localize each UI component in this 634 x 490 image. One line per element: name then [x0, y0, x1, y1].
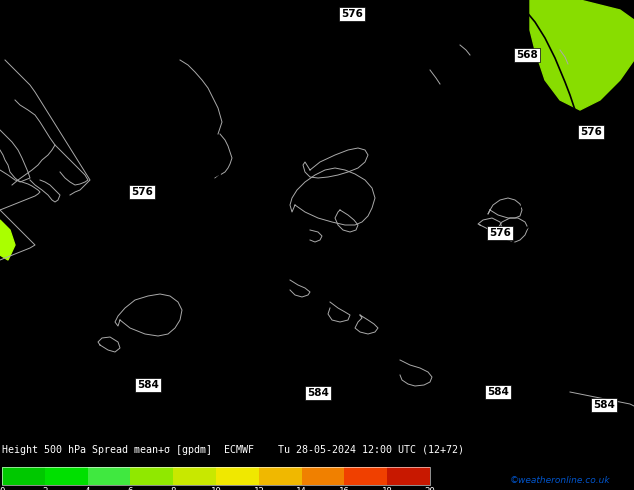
Text: Height 500 hPa Spread mean+σ [gpdm]  ECMWF    Tu 28-05-2024 12:00 UTC (12+72): Height 500 hPa Spread mean+σ [gpdm] ECMW…: [2, 445, 464, 455]
Bar: [259, 467, 302, 485]
Bar: [173, 467, 216, 485]
Text: 8: 8: [171, 487, 176, 490]
Bar: [131, 467, 173, 485]
Text: 568: 568: [516, 50, 538, 60]
Polygon shape: [0, 220, 15, 260]
Text: 10: 10: [210, 487, 221, 490]
Bar: [302, 467, 344, 485]
Text: 2: 2: [42, 487, 48, 490]
Text: 16: 16: [339, 487, 350, 490]
Text: 576: 576: [341, 9, 363, 19]
Bar: [87, 467, 131, 485]
Text: 584: 584: [137, 380, 159, 390]
Bar: [387, 467, 430, 485]
Bar: [2, 467, 45, 485]
Text: 14: 14: [296, 487, 307, 490]
Text: 6: 6: [127, 487, 133, 490]
Text: 584: 584: [487, 387, 509, 397]
Text: 0: 0: [0, 487, 4, 490]
Text: ©weatheronline.co.uk: ©weatheronline.co.uk: [510, 475, 611, 485]
Text: 576: 576: [489, 228, 511, 238]
Text: 20: 20: [425, 487, 436, 490]
Bar: [2, 467, 430, 485]
Polygon shape: [530, 0, 634, 110]
Text: 4: 4: [85, 487, 90, 490]
Text: 584: 584: [307, 388, 329, 398]
Text: 576: 576: [580, 127, 602, 137]
Text: 584: 584: [593, 400, 615, 410]
Text: 12: 12: [254, 487, 264, 490]
Bar: [344, 467, 387, 485]
Bar: [45, 467, 87, 485]
Text: 576: 576: [131, 187, 153, 197]
Text: 18: 18: [382, 487, 392, 490]
Bar: [216, 467, 259, 485]
